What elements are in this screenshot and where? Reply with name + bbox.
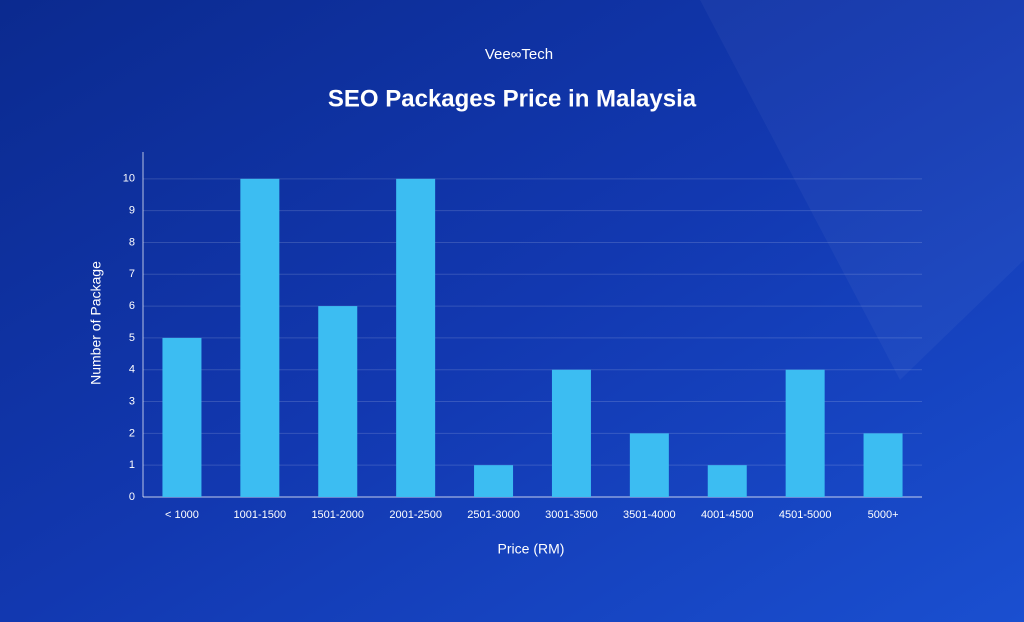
y-tick-label: 7 xyxy=(129,268,135,280)
chart-title: SEO Packages Price in Malaysia xyxy=(328,85,697,112)
y-tick-label: 10 xyxy=(123,173,135,185)
y-tick-label: 5 xyxy=(129,332,135,344)
bar xyxy=(863,433,903,497)
y-tick-label: 6 xyxy=(129,300,135,312)
decoration xyxy=(700,0,1024,380)
bar xyxy=(396,178,436,497)
bar xyxy=(318,306,358,497)
bar xyxy=(551,369,591,497)
brand: Vee∞Tech xyxy=(485,46,553,63)
bar xyxy=(474,465,514,497)
y-tick-label: 0 xyxy=(129,491,135,503)
x-tick-label: 3001-3500 xyxy=(545,509,598,521)
y-tick-label: 1 xyxy=(129,459,135,471)
y-tick-label: 3 xyxy=(129,395,135,407)
x-tick-label: 4001-4500 xyxy=(701,509,754,521)
y-tick-label: 8 xyxy=(129,236,135,248)
bar xyxy=(629,433,669,497)
bar xyxy=(785,369,825,497)
y-tick-label: 9 xyxy=(129,205,135,217)
x-tick-label: 2001-2500 xyxy=(389,509,442,521)
bar xyxy=(240,178,280,497)
y-axis-label: Number of Package xyxy=(88,261,104,385)
x-tick-label: < 1000 xyxy=(165,509,199,521)
x-tick-label: 4501-5000 xyxy=(779,509,832,521)
y-tick-label: 2 xyxy=(129,427,135,439)
y-tick-label: 4 xyxy=(129,364,135,376)
bar xyxy=(162,337,202,497)
bar xyxy=(707,465,747,497)
x-tick-label: 3501-4000 xyxy=(623,509,676,521)
x-tick-label: 1501-2000 xyxy=(311,509,364,521)
x-axis-label: Price (RM) xyxy=(498,541,565,557)
x-tick-label: 5000+ xyxy=(868,509,899,521)
x-tick-label: 2501-3000 xyxy=(467,509,520,521)
x-tick-label: 1001-1500 xyxy=(234,509,287,521)
